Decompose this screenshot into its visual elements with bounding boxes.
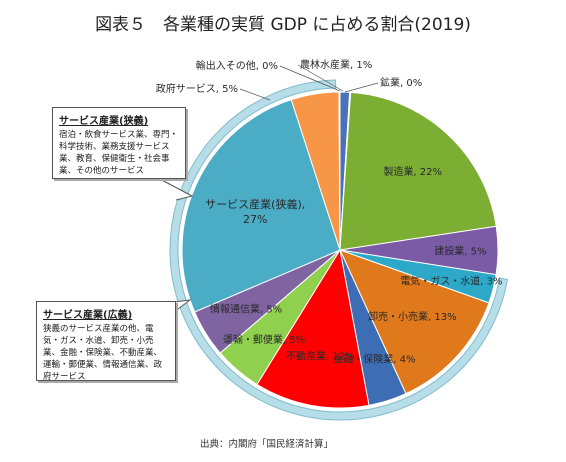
slice-label: 金融・保険業, 4% bbox=[333, 352, 415, 365]
pie-slices bbox=[181, 91, 499, 409]
callout-narrow-service: サービス産業(狭義) 宿泊・飲食サービス業、専門・科学技術、業務支援サービス業、… bbox=[52, 107, 186, 179]
service-industry-ring bbox=[169, 79, 509, 421]
callout-narrow-title: サービス産業(狭義) bbox=[59, 116, 149, 127]
service-ring-layer bbox=[169, 79, 509, 421]
broad-callout-pointer bbox=[173, 299, 192, 313]
slice-label: 卸売・小売業, 13% bbox=[368, 310, 457, 323]
narrow-callout-pointer bbox=[157, 177, 194, 201]
slice-leader-line bbox=[297, 64, 344, 92]
source-note: 出典：内閣府「国民経済計算」 bbox=[200, 439, 334, 450]
pie-slice bbox=[338, 91, 341, 251]
pie-slice bbox=[339, 249, 490, 395]
slice-label: 電気・ガス・水道, 3% bbox=[400, 274, 502, 287]
pie-slice bbox=[181, 99, 341, 313]
slice-label: 建設業, 5% bbox=[434, 244, 486, 257]
slice-label: 鉱業, 0% bbox=[380, 76, 422, 89]
slice-leader-line bbox=[279, 65, 341, 92]
slice-label: 政府サービス, 5% bbox=[156, 82, 238, 95]
pie-labels: 農林水産業, 1% 鉱業, 0% 製造業, 22% 建設業, 5% 電気・ガス・水道, … bbox=[156, 58, 503, 365]
slice-label: 農林水産業, 1% bbox=[300, 58, 372, 71]
slice-label: サービス産業(狭義), 27% bbox=[205, 197, 305, 226]
chart-title: 図表５ 各業種の実質 GDP に占める割合(2019) bbox=[95, 15, 471, 35]
callout-broad-title: サービス産業(広義) bbox=[43, 310, 133, 321]
slice-label: 輸出入その他, 0% bbox=[196, 59, 278, 72]
slice-leader-line bbox=[344, 82, 379, 93]
pie-slice bbox=[256, 248, 370, 409]
slice-label: 運輸・郵便業, 5% bbox=[223, 333, 305, 346]
callout-leaders bbox=[157, 177, 194, 313]
callout-broad-body: 狭義のサービス産業の他、電気・ガス・水道、卸売・小売業、金融・保険業、不動産業、… bbox=[43, 324, 163, 382]
slice-label: 不動産業, 12% bbox=[286, 350, 355, 363]
pie-slice bbox=[339, 91, 497, 251]
slice-label: 情報通信業, 5% bbox=[210, 302, 282, 315]
slice-label: 製造業, 22% bbox=[383, 165, 442, 178]
slice-leader-line bbox=[239, 88, 271, 101]
callout-broad-service: サービス産業(広義) 狭義のサービス産業の他、電気・ガス・水道、卸売・小売業、金… bbox=[36, 301, 176, 382]
callout-narrow-body: 宿泊・飲食サービス業、専門・科学技術、業務支援サービス業、教育、保健衛生・社会事… bbox=[59, 130, 179, 176]
